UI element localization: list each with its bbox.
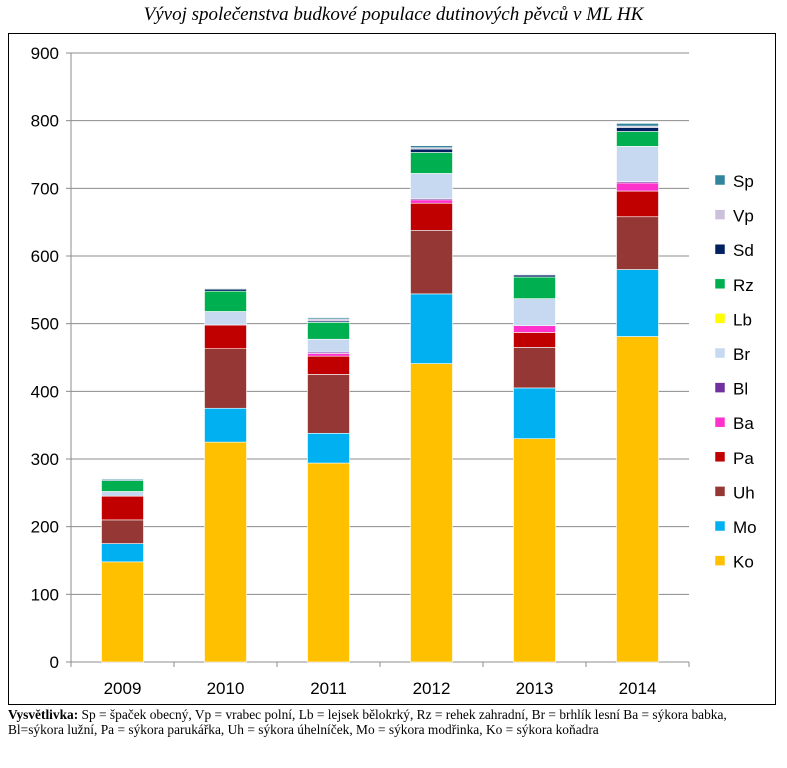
bar-segment-pa [410, 202, 453, 231]
legend-label-sd: Sd [733, 241, 754, 260]
y-tick-label: 100 [31, 585, 59, 604]
bar-segment-ko [616, 336, 659, 663]
bar-segment-mo [616, 269, 659, 337]
bar-segment-ba [307, 353, 350, 357]
footnote-text: Sp = špaček obecný, Vp = vrabec polní, L… [8, 707, 727, 737]
bar-segment-ba [410, 199, 453, 204]
x-tick-label: 2012 [413, 679, 451, 698]
legend-label-sp: Sp [733, 172, 754, 191]
bar-segment-br [307, 338, 350, 353]
x-tick-label: 2010 [207, 679, 245, 698]
x-tick-label: 2014 [619, 679, 657, 698]
stacked-bar-chart: 0 100 200 300 400 500 600 700 800 900 2009 2010 2011… [31, 44, 757, 698]
legend-label-ko: Ko [733, 553, 754, 572]
bar-segment-sd [204, 288, 247, 292]
y-tick-label: 300 [31, 450, 59, 469]
legend-swatch-uh [714, 486, 726, 497]
bar-segment-rz [410, 152, 453, 174]
bar-segment-uh [101, 519, 144, 544]
y-tick-label: 500 [31, 315, 59, 334]
legend-swatch-br [714, 347, 726, 359]
bar-segment-rz [616, 131, 659, 147]
chart-frame [8, 33, 776, 705]
bar-segment-uh [616, 216, 659, 270]
bar-segment-br [616, 146, 659, 182]
bar-segment-br [410, 173, 453, 199]
legend-label-ba: Ba [733, 414, 754, 433]
bar-segment-mo [307, 432, 350, 464]
bar-segment-ba [616, 182, 659, 192]
bar-segment-ba [513, 325, 556, 333]
bar-segment-ko [410, 363, 453, 663]
y-tick-label: 200 [31, 518, 59, 537]
bar-segment-sp [307, 317, 350, 320]
legend-swatch-lb [714, 313, 726, 324]
bar-segment-sd [410, 148, 453, 153]
bar-segment-rz [307, 322, 350, 340]
bar-segment-mo [204, 407, 247, 443]
legend-label-uh: Uh [733, 483, 755, 502]
x-tick-label: 2013 [516, 679, 554, 698]
bar-segment-rz [204, 290, 247, 312]
bar-segment-sd [616, 127, 659, 132]
legend-label-rz: Rz [733, 276, 754, 295]
legend-swatch-sp [714, 174, 726, 186]
bar-segment-uh [410, 229, 453, 295]
bar-segment-ko [101, 561, 144, 663]
bar-segment-sp [204, 288, 247, 290]
bar-segment-pa [204, 324, 247, 350]
legend-swatch-bl [714, 382, 726, 393]
bar-segment-vp [307, 318, 350, 322]
bar-segment-uh [513, 347, 556, 389]
legend-swatch-sd [714, 243, 726, 255]
x-tick-label: 2009 [104, 679, 142, 698]
bar-segment-br [204, 311, 247, 326]
bar-segment-rz [101, 480, 144, 492]
y-tick-label: 900 [31, 44, 59, 63]
legend-swatch-vp [714, 209, 726, 220]
y-tick-label: 0 [50, 653, 59, 672]
bar-segment-ko [513, 438, 556, 663]
bar-segment-pa [616, 190, 659, 218]
legend-label-vp: Vp [733, 207, 754, 226]
bar-segment-sp [410, 145, 453, 149]
footnote-label: Vysvětlivka: [8, 707, 79, 722]
bar-segment-mo [513, 387, 556, 440]
bar-segment-sp [101, 478, 144, 481]
legend-explanation: Vysvětlivka: Sp = špaček obecný, Vp = vr… [8, 707, 778, 737]
legend-label-br: Br [733, 345, 750, 364]
bar-segment-sd [513, 274, 556, 278]
bar-segment-uh [307, 374, 350, 434]
legend-swatch-ko [714, 555, 726, 566]
x-tick-label: 2011 [310, 679, 347, 698]
bar-segment-sp [616, 123, 659, 127]
bar-segment-mo [101, 543, 144, 563]
legend-label-mo: Mo [733, 518, 757, 537]
legend-label-bl: Bl [733, 380, 748, 399]
bar-segment-uh [204, 348, 247, 409]
bar-segment-sp [513, 273, 556, 276]
legend-swatch-rz [714, 278, 726, 290]
bar-segment-rz [513, 276, 556, 299]
bar-segment-br [513, 298, 556, 326]
bar-segment-br [101, 491, 144, 497]
y-tick-label: 400 [31, 382, 59, 401]
chart-title: Vývoj společenstva budkové populace duti… [143, 4, 644, 25]
legend-label-pa: Pa [733, 449, 754, 468]
bar-segment-pa [307, 355, 350, 375]
legend-label-lb: Lb [733, 310, 752, 329]
legend-swatch-pa [714, 451, 726, 463]
legend-swatch-ba [714, 416, 726, 428]
bar-segment-ko [307, 462, 350, 663]
bar-segment-pa [513, 332, 556, 348]
bar-segment-mo [410, 293, 453, 364]
legend-swatch-mo [714, 520, 726, 532]
y-tick-label: 600 [31, 247, 59, 266]
bar-segment-pa [101, 495, 144, 521]
bar-segment-ko [204, 441, 247, 663]
y-tick-label: 800 [31, 112, 59, 131]
y-tick-label: 700 [31, 179, 59, 198]
